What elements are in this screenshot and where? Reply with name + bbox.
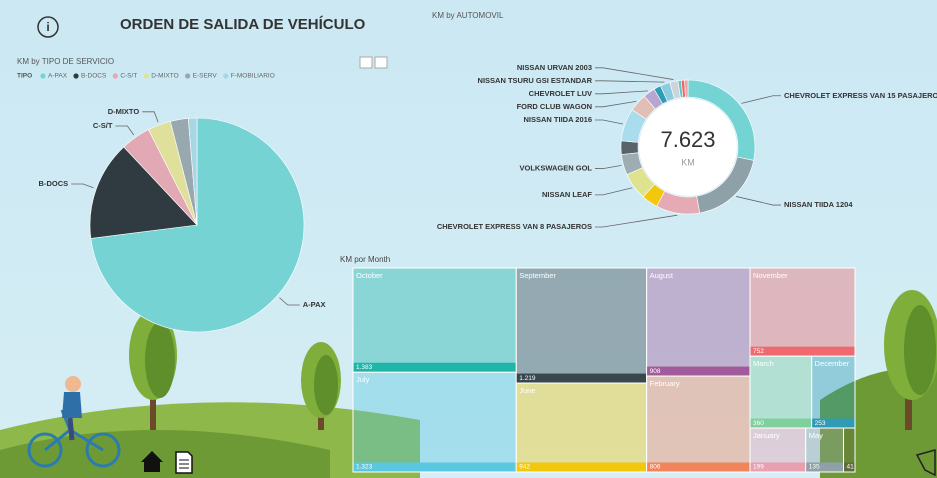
tile-value: 135	[809, 464, 820, 471]
slice-label: VOLKSWAGEN GOL	[519, 164, 592, 173]
slice-label: A-PAX	[303, 300, 326, 309]
donut-slice	[685, 80, 688, 97]
slice-label: FORD CLUB WAGON	[517, 102, 592, 111]
legend-title: TIPO	[17, 73, 32, 80]
treemap-tile	[353, 372, 516, 472]
legend-marker	[223, 73, 228, 78]
legend-label: B-DOCS	[81, 73, 107, 80]
tile-bar	[647, 367, 749, 376]
treemap-tile	[353, 268, 516, 372]
slice-label: NISSAN TSURU GSI ESTANDAR	[478, 76, 593, 85]
page-title: ORDEN DE SALIDA DE VEHÍCULO	[120, 16, 366, 33]
tile-value: 1.219	[519, 375, 536, 382]
legend-marker	[113, 73, 118, 78]
tile-label: February	[650, 379, 680, 388]
tile-value: 360	[753, 420, 764, 427]
tile-bar	[354, 463, 516, 472]
legend-marker	[73, 73, 78, 78]
tile-label: March	[753, 359, 774, 368]
treemap-tile	[516, 383, 646, 472]
tile-label: June	[519, 386, 535, 395]
legend-label: F-MOBILIARIO	[231, 73, 275, 80]
tile-bar	[647, 463, 749, 472]
tile-value: 199	[753, 464, 764, 471]
tile-value: 908	[650, 368, 661, 375]
slice-label: NISSAN URVAN 2003	[517, 63, 592, 72]
slice-label: B-DOCS	[39, 179, 69, 188]
treemap-tile	[750, 268, 855, 356]
chart-title: KM by AUTOMOVIL	[432, 11, 504, 20]
slice-label: CHEVROLET EXPRESS VAN 15 PASAJEROS	[784, 91, 937, 100]
slice-label: NISSAN LEAF	[542, 190, 592, 199]
chart-title: KM by TIPO DE SERVICIO	[17, 57, 114, 66]
slice-label: CHEVROLET LUV	[529, 89, 592, 98]
tile-label: October	[356, 271, 383, 280]
legend-label: C-S/T	[120, 73, 137, 80]
tile-label: December	[815, 359, 850, 368]
legend-label: A-PAX	[48, 73, 68, 80]
chart-title: KM por Month	[340, 255, 390, 264]
tile-bar	[354, 363, 516, 372]
center-value: 7.623	[660, 127, 715, 152]
slice-label: NISSAN TIIDA 1204	[784, 200, 853, 209]
tile-value: 752	[753, 348, 764, 355]
tile-bar	[751, 347, 855, 356]
slice-label: C-S/T	[93, 121, 113, 130]
document-icon[interactable]	[176, 452, 192, 473]
legend-label: E-SERV	[193, 73, 218, 80]
legend-label: D-MIXTO	[151, 73, 178, 80]
legend-marker	[185, 73, 190, 78]
dashboard: i ORDEN DE SALIDA DE VEHÍCULO KM by TIPO…	[0, 0, 937, 478]
tile-value: 1.323	[356, 464, 373, 471]
tile-value: 253	[815, 420, 826, 427]
tile-label: August	[650, 271, 674, 280]
legend-marker	[144, 73, 149, 78]
slice-label: D-MIXTO	[108, 107, 140, 116]
center-unit: KM	[681, 157, 695, 167]
tile-value: 41	[847, 464, 855, 471]
tile-value: 1.383	[356, 364, 373, 371]
tile-value: 806	[650, 464, 661, 471]
treemap-tile	[516, 268, 646, 383]
slice-label: NISSAN TIIDA 2016	[524, 115, 593, 124]
tile-label: January	[753, 431, 780, 440]
tile-label: September	[519, 271, 556, 280]
donut-slice	[621, 141, 638, 155]
slice-label: CHEVROLET EXPRESS VAN 8 PASAJEROS	[437, 222, 592, 231]
tile-label: November	[753, 271, 788, 280]
tile-bar	[517, 463, 646, 472]
tile-value: 942	[519, 464, 530, 471]
tile-label: May	[809, 431, 823, 440]
treemap-tile	[647, 376, 750, 472]
treemap-tile	[647, 268, 750, 376]
tile-label: July	[356, 375, 370, 384]
tile-bar	[517, 374, 646, 383]
legend-marker	[40, 73, 45, 78]
svg-text:i: i	[46, 20, 49, 34]
